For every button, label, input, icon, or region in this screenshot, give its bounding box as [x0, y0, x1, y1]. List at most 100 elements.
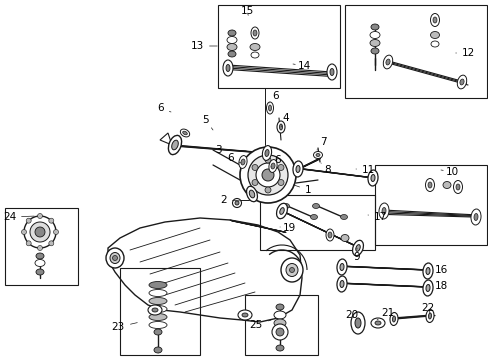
Ellipse shape	[106, 248, 124, 268]
Bar	[260, 195, 374, 250]
Ellipse shape	[392, 316, 395, 322]
Ellipse shape	[149, 321, 167, 328]
Text: 15: 15	[240, 6, 253, 16]
Ellipse shape	[171, 140, 178, 150]
Bar	[218, 5, 339, 88]
Ellipse shape	[427, 313, 430, 319]
Text: 21: 21	[376, 308, 393, 320]
Ellipse shape	[282, 203, 289, 208]
Bar	[244, 295, 317, 355]
Bar	[374, 165, 486, 245]
Ellipse shape	[266, 102, 273, 114]
Ellipse shape	[473, 213, 477, 220]
Ellipse shape	[292, 161, 303, 177]
Ellipse shape	[273, 311, 285, 319]
Ellipse shape	[425, 179, 434, 192]
Ellipse shape	[352, 240, 363, 256]
Ellipse shape	[183, 131, 187, 135]
Ellipse shape	[354, 318, 360, 328]
Ellipse shape	[268, 105, 271, 111]
Ellipse shape	[381, 207, 385, 215]
Ellipse shape	[227, 30, 236, 36]
Circle shape	[24, 216, 56, 248]
Ellipse shape	[180, 129, 189, 137]
Ellipse shape	[235, 201, 239, 205]
Text: 2: 2	[220, 195, 240, 205]
Text: 6: 6	[157, 103, 171, 113]
Ellipse shape	[275, 345, 284, 351]
Ellipse shape	[370, 175, 374, 181]
Ellipse shape	[154, 347, 162, 353]
Ellipse shape	[112, 256, 117, 261]
Ellipse shape	[264, 149, 268, 157]
Ellipse shape	[225, 64, 229, 72]
Ellipse shape	[383, 55, 392, 69]
Text: 17: 17	[367, 212, 386, 222]
Text: 9: 9	[353, 248, 360, 262]
Ellipse shape	[250, 27, 259, 39]
Ellipse shape	[276, 121, 285, 133]
Ellipse shape	[36, 269, 44, 275]
Ellipse shape	[35, 260, 45, 266]
Text: 6: 6	[270, 155, 280, 167]
Bar	[5, 208, 78, 285]
Ellipse shape	[310, 215, 317, 220]
Text: 20: 20	[344, 310, 357, 320]
Circle shape	[240, 147, 295, 203]
Text: 3: 3	[215, 145, 246, 155]
Text: 25: 25	[249, 320, 270, 330]
Text: 6: 6	[268, 91, 278, 103]
Text: 5: 5	[202, 115, 213, 130]
Text: 22: 22	[420, 303, 433, 313]
Circle shape	[26, 218, 31, 223]
Ellipse shape	[238, 310, 251, 320]
Ellipse shape	[340, 215, 347, 220]
Text: 18: 18	[428, 281, 447, 291]
Ellipse shape	[295, 166, 300, 172]
Text: 14: 14	[292, 61, 311, 71]
Ellipse shape	[149, 306, 167, 312]
Ellipse shape	[262, 145, 271, 161]
Ellipse shape	[370, 24, 378, 30]
Ellipse shape	[374, 321, 380, 325]
Text: 11: 11	[355, 165, 374, 175]
Bar	[120, 268, 200, 355]
Ellipse shape	[313, 152, 322, 158]
Ellipse shape	[252, 30, 257, 36]
Circle shape	[53, 230, 59, 234]
Ellipse shape	[340, 234, 348, 242]
Ellipse shape	[289, 267, 294, 273]
Ellipse shape	[452, 180, 462, 194]
Ellipse shape	[36, 253, 44, 259]
Circle shape	[49, 218, 54, 223]
Ellipse shape	[148, 305, 162, 315]
Circle shape	[277, 165, 284, 171]
Ellipse shape	[336, 276, 346, 292]
Text: 10: 10	[440, 167, 458, 177]
Ellipse shape	[149, 282, 167, 288]
Ellipse shape	[232, 198, 241, 207]
Ellipse shape	[336, 259, 346, 275]
Text: 16: 16	[428, 265, 447, 275]
Ellipse shape	[432, 17, 436, 23]
Circle shape	[256, 163, 280, 187]
Text: 19: 19	[280, 223, 296, 233]
Text: 8: 8	[320, 163, 330, 175]
Text: 24: 24	[3, 212, 34, 222]
Ellipse shape	[279, 124, 282, 130]
Text: 23: 23	[112, 322, 137, 332]
Ellipse shape	[425, 284, 429, 292]
Ellipse shape	[226, 36, 237, 44]
Ellipse shape	[149, 314, 167, 320]
Ellipse shape	[369, 31, 379, 39]
Ellipse shape	[275, 304, 284, 310]
Ellipse shape	[369, 40, 379, 46]
Ellipse shape	[281, 258, 303, 282]
Bar	[345, 5, 486, 98]
Ellipse shape	[250, 52, 259, 58]
Ellipse shape	[325, 229, 333, 241]
Ellipse shape	[455, 184, 459, 190]
Ellipse shape	[226, 44, 237, 50]
Ellipse shape	[268, 159, 277, 172]
Ellipse shape	[276, 203, 287, 219]
